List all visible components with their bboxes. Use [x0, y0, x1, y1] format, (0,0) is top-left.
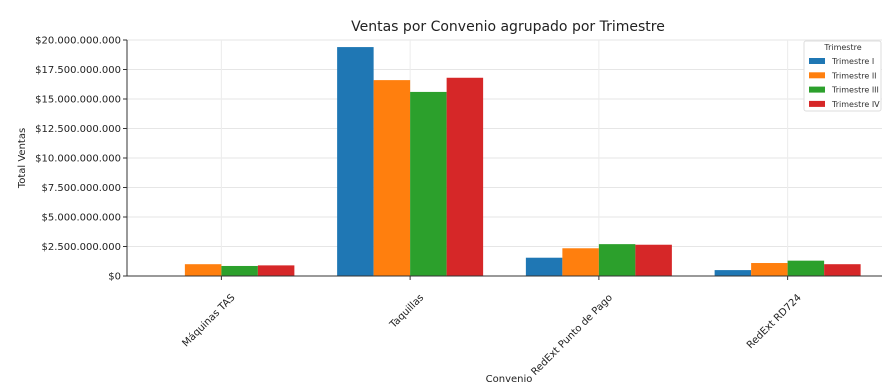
y-tick-label: $20.000.000.000: [35, 36, 121, 47]
y-tick-label: $2.500.000.000: [41, 242, 121, 253]
legend-swatch: [809, 72, 825, 79]
y-tick-label: $7.500.000.000: [41, 183, 121, 194]
x-axis-title: Convenio: [486, 374, 533, 385]
y-tick-label: $15.000.000.000: [35, 95, 121, 106]
legend-items: Trimestre I Trimestre II Trimestre III Trim…: [809, 57, 880, 109]
bar: [714, 270, 752, 276]
bar: [824, 264, 861, 276]
bar: [221, 265, 258, 276]
y-tick-label: $12.500.000.000: [35, 124, 121, 135]
bar: [446, 77, 484, 276]
bar: [184, 264, 222, 276]
y-tick-label: $17.500.000.000: [35, 65, 121, 76]
grid-layer: [127, 39, 882, 277]
bar: [787, 260, 825, 276]
bar: [257, 265, 295, 276]
x-tick-label: RedExt RD724: [745, 292, 804, 351]
x-tick-label: RedExt Punto de Pago: [529, 292, 615, 378]
bar: [751, 263, 788, 276]
bar: [337, 47, 374, 276]
y-axis-title: Total Ventas: [17, 128, 28, 189]
legend-swatch: [809, 100, 825, 107]
y-tick-label: $5.000.000.000: [41, 213, 121, 224]
x-tick-label: Taquillas: [387, 292, 426, 331]
bar: [598, 244, 636, 276]
legend-swatch: [809, 58, 825, 64]
bar: [635, 244, 672, 276]
x-ticks: Máquinas TAS Taquillas RedExt Punto de Pag…: [180, 276, 804, 378]
y-ticks: $0 $2.500.000.000 $5.000.000.000 $7.500.000…: [35, 36, 127, 283]
x-tick-label: Máquinas TAS: [180, 292, 238, 350]
legend-title: Trimestre: [823, 43, 861, 52]
bars-layer: [184, 47, 861, 277]
legend-label: Trimestre I: [831, 57, 874, 66]
y-tick-label: $0: [108, 272, 121, 283]
bar: [410, 91, 447, 276]
y-tick-label: $10.000.000.000: [35, 154, 121, 165]
legend-swatch: [809, 86, 825, 93]
legend-label: Trimestre II: [831, 71, 877, 80]
bar: [562, 248, 599, 276]
chart-title: Ventas por Convenio agrupado por Trimest…: [351, 19, 665, 35]
legend-label: Trimestre IV: [831, 100, 880, 109]
bar: [525, 257, 563, 276]
bar: [373, 80, 411, 277]
legend-label: Trimestre III: [831, 86, 879, 95]
